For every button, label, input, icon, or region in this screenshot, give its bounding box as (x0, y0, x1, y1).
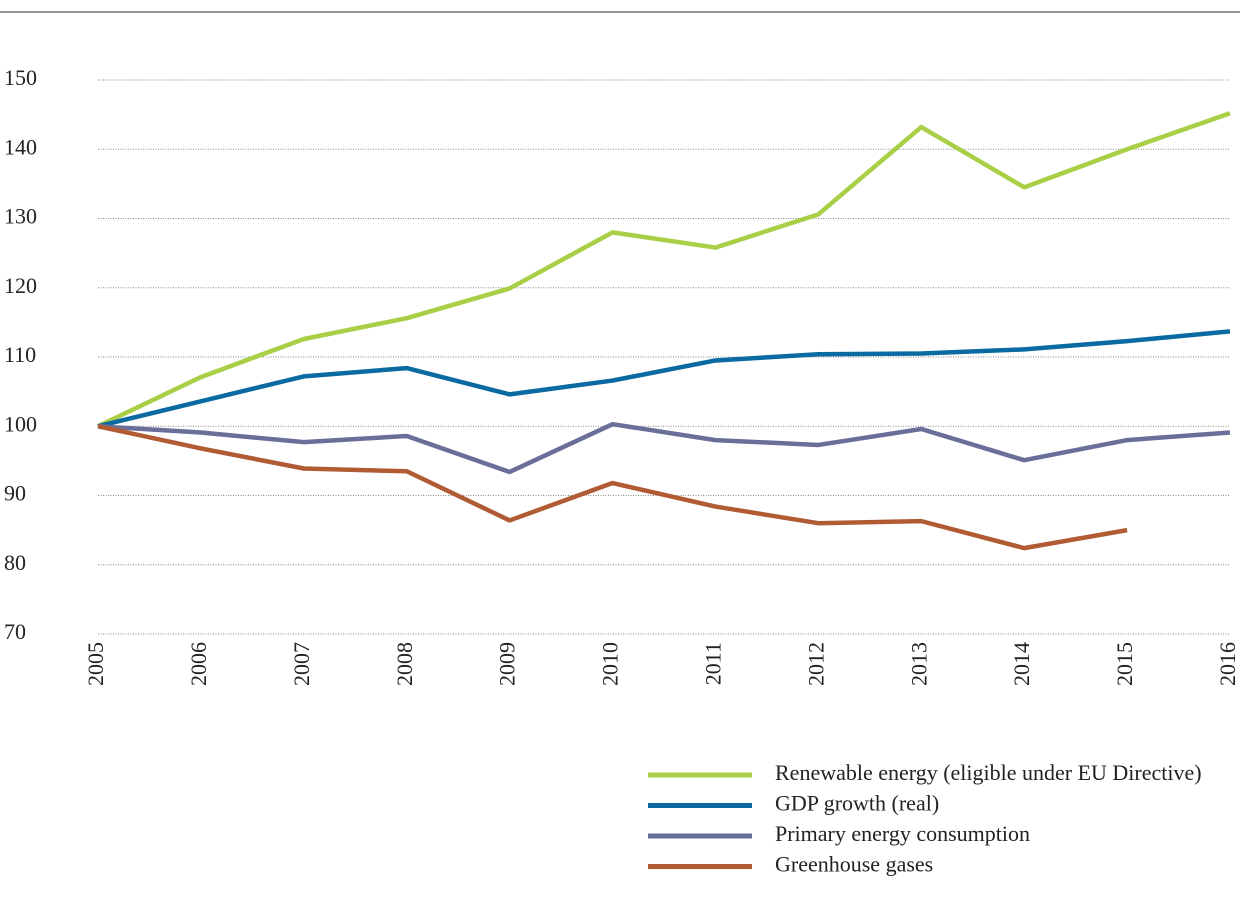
x-tick-label: 2009 (495, 642, 520, 686)
x-tick-label: 2008 (392, 642, 417, 686)
x-tick-label: 2015 (1112, 642, 1137, 686)
x-tick-label: 2016 (1215, 642, 1240, 686)
y-tick-label: 120 (4, 273, 37, 298)
y-tick-label: 140 (4, 134, 37, 159)
x-tick-label: 2010 (598, 642, 623, 686)
y-tick-label: 70 (4, 619, 26, 644)
y-tick-label: 90 (4, 481, 26, 506)
legend-label: Primary energy consumption (775, 821, 1030, 846)
y-tick-label: 130 (4, 204, 37, 229)
y-tick-label: 100 (4, 411, 37, 436)
series-line (97, 329, 1231, 429)
y-tick-label: 150 (4, 65, 37, 90)
y-tick-label: 110 (4, 342, 36, 367)
x-tick-label: 2012 (803, 642, 828, 686)
legend-label: GDP growth (real) (775, 791, 939, 816)
series-line (97, 111, 1231, 429)
y-tick-label: 80 (4, 550, 26, 575)
legend-label: Greenhouse gases (775, 852, 933, 877)
x-tick-label: 2006 (186, 642, 211, 686)
x-tick-label: 2014 (1009, 642, 1034, 686)
series-line (97, 424, 1128, 551)
x-tick-label: 2005 (83, 642, 108, 686)
x-tick-label: 2007 (289, 642, 314, 686)
x-tick-label: 2013 (906, 642, 931, 686)
legend-label: Renewable energy (eligible under EU Dire… (775, 760, 1202, 785)
x-tick-label: 2011 (701, 642, 726, 685)
series-line (97, 421, 1231, 475)
